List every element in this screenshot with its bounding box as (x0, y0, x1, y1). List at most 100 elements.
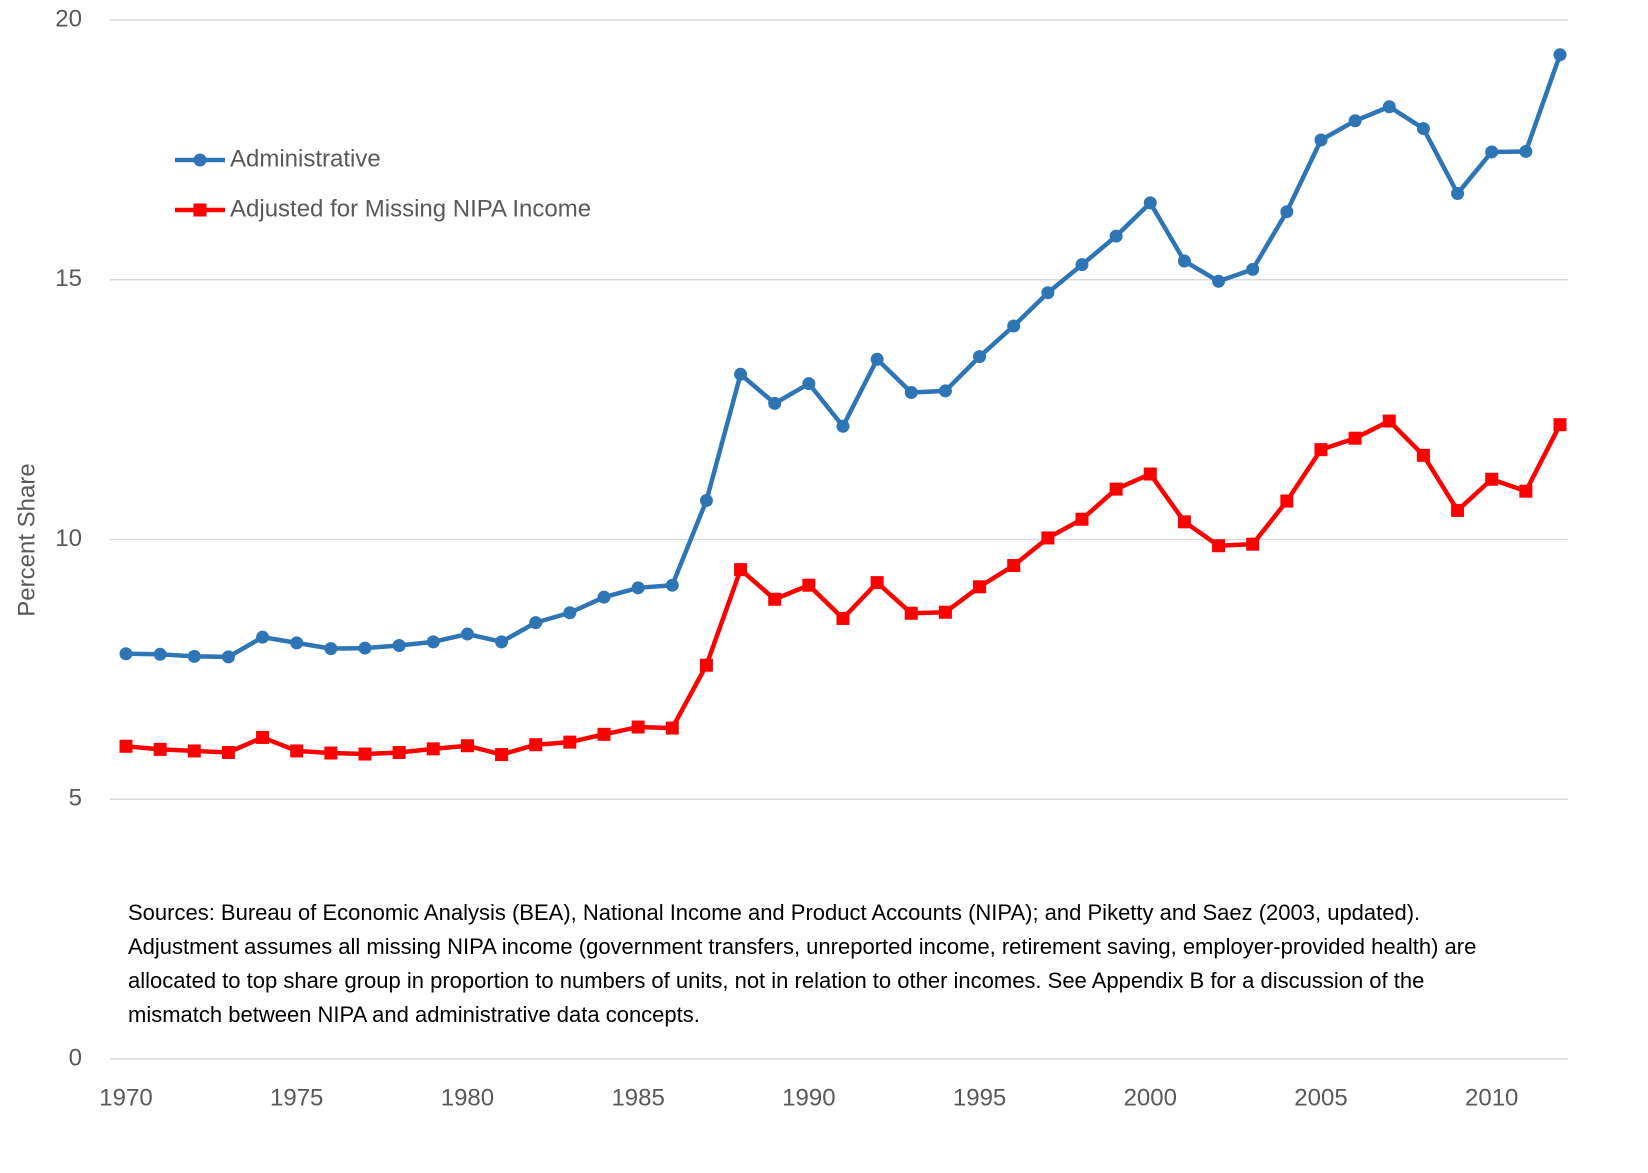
marker (1348, 431, 1362, 445)
marker (563, 606, 577, 620)
marker (631, 720, 645, 734)
marker (1280, 494, 1294, 508)
marker (221, 745, 235, 759)
marker (426, 635, 440, 649)
y-tick-label: 20 (55, 5, 82, 32)
marker (221, 650, 235, 664)
x-tick-label: 1985 (611, 1084, 664, 1111)
marker (529, 738, 543, 752)
marker (1212, 274, 1226, 288)
y-tick-label: 0 (69, 1044, 82, 1071)
marker (1451, 187, 1465, 201)
marker (938, 605, 952, 619)
marker (665, 721, 679, 735)
y-tick-label: 5 (69, 785, 82, 812)
marker (1109, 229, 1123, 243)
marker (631, 581, 645, 595)
marker (665, 578, 679, 592)
marker (563, 735, 577, 749)
marker (290, 636, 304, 650)
marker (1177, 254, 1191, 268)
marker (973, 350, 987, 364)
y-tick-label: 10 (55, 525, 82, 552)
marker (1041, 286, 1055, 300)
marker (1553, 418, 1567, 432)
marker (1553, 48, 1567, 62)
marker (1246, 537, 1260, 551)
marker (187, 649, 201, 663)
marker (870, 352, 884, 366)
marker (1109, 482, 1123, 496)
marker (1485, 472, 1499, 486)
marker (1519, 144, 1533, 158)
marker (529, 616, 543, 630)
marker (392, 638, 406, 652)
marker (1007, 558, 1021, 572)
marker (460, 739, 474, 753)
marker (904, 385, 918, 399)
x-tick-label: 1990 (782, 1084, 835, 1111)
marker (1519, 484, 1533, 498)
marker (153, 647, 167, 661)
legend-marker (193, 203, 207, 217)
marker (495, 748, 509, 762)
marker (1143, 196, 1157, 210)
marker (870, 576, 884, 590)
x-tick-label: 2000 (1124, 1084, 1177, 1111)
marker (1143, 467, 1157, 481)
marker (1382, 414, 1396, 428)
marker (597, 590, 611, 604)
x-tick-label: 2010 (1465, 1084, 1518, 1111)
x-tick-label: 2005 (1294, 1084, 1347, 1111)
marker (734, 367, 748, 381)
marker (802, 578, 816, 592)
legend-label: Administrative (230, 145, 381, 172)
marker (324, 642, 338, 656)
marker (426, 742, 440, 756)
marker (1007, 319, 1021, 333)
marker (1314, 443, 1328, 457)
marker (802, 377, 816, 391)
marker (358, 747, 372, 761)
marker (256, 630, 270, 644)
marker (119, 739, 133, 753)
x-tick-label: 1980 (441, 1084, 494, 1111)
series-line (125, 418, 1563, 757)
marker (495, 635, 509, 649)
marker (904, 606, 918, 620)
marker (768, 592, 782, 606)
marker (256, 730, 270, 744)
marker (187, 744, 201, 758)
marker (699, 658, 713, 672)
marker (973, 580, 987, 594)
marker (1280, 205, 1294, 219)
marker (597, 727, 611, 741)
annotation: Sources: Bureau of Economic Analysis (BE… (128, 900, 1477, 1027)
marker (153, 742, 167, 756)
marker (836, 611, 850, 625)
marker (1075, 512, 1089, 526)
marker (1382, 100, 1396, 114)
marker (1485, 145, 1499, 159)
marker (1212, 539, 1226, 553)
marker (358, 641, 372, 655)
marker (1451, 503, 1465, 517)
x-tick-label: 1995 (953, 1084, 1006, 1111)
marker (392, 745, 406, 759)
marker (1416, 122, 1430, 136)
marker (324, 746, 338, 760)
marker (1246, 262, 1260, 276)
marker (734, 563, 748, 577)
marker (938, 384, 952, 398)
marker (1348, 114, 1362, 128)
legend-label: Adjusted for Missing NIPA Income (230, 195, 591, 222)
marker (460, 627, 474, 641)
marker (1075, 258, 1089, 272)
y-tick-label: 15 (55, 265, 82, 292)
x-tick-label: 1975 (270, 1084, 323, 1111)
marker (836, 419, 850, 433)
legend-marker (193, 153, 207, 167)
y-axis-label: Percent Share (13, 463, 40, 616)
